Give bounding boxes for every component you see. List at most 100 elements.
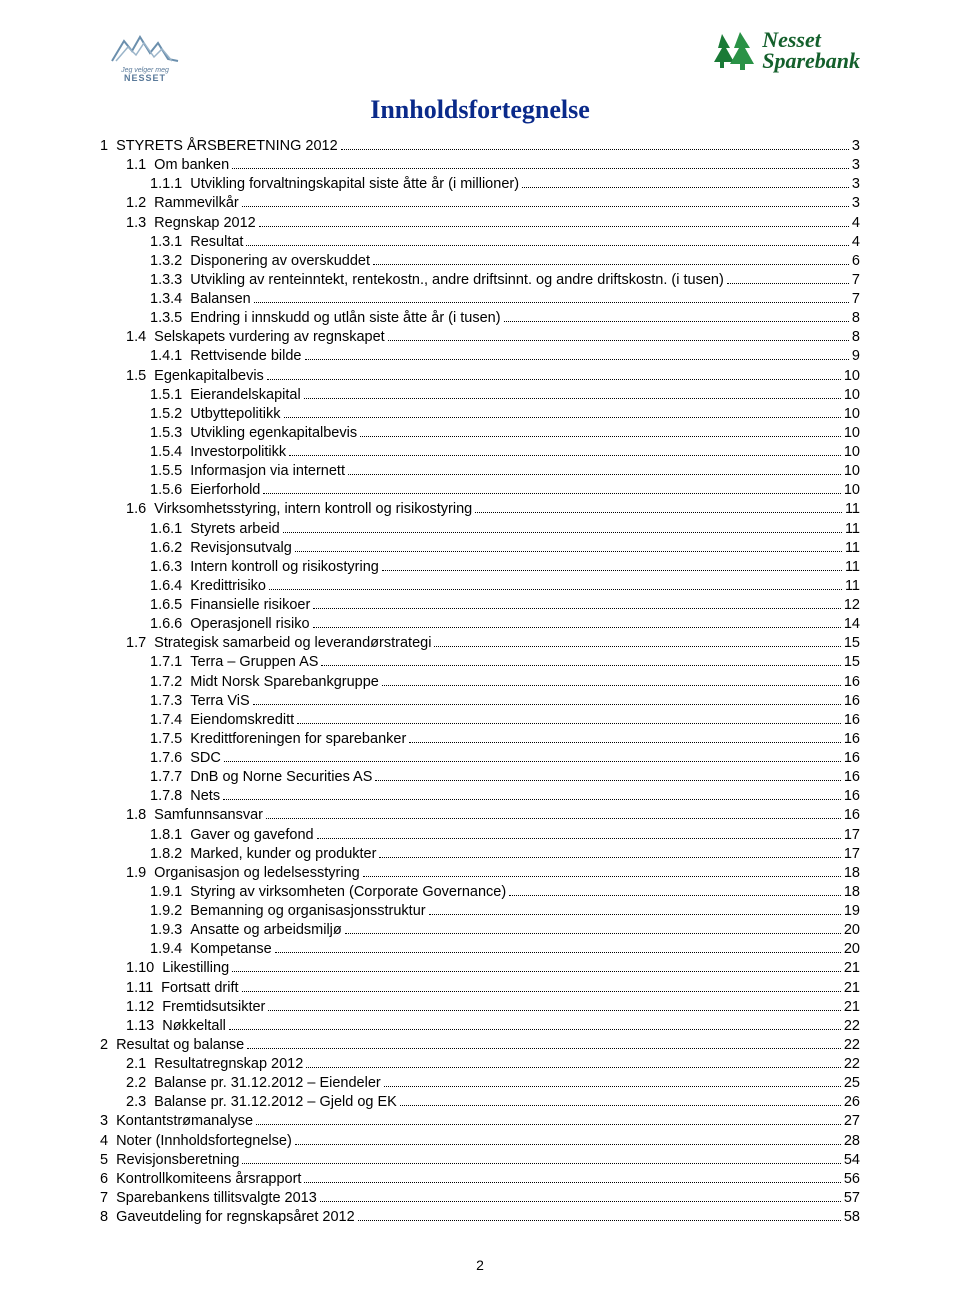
- toc-label: STYRETS ÅRSBERETNING 2012: [116, 137, 338, 156]
- toc-entry: 2Resultat og balanse 22: [100, 1036, 860, 1055]
- toc-entry: 1.4.1 Rettvisende bilde 9: [100, 347, 860, 366]
- toc-page: 10: [844, 462, 860, 481]
- toc-label: Informasjon via internett: [190, 462, 345, 481]
- toc-dots: [275, 952, 841, 953]
- toc-label: Endring i innskudd og utlån siste åtte å…: [190, 309, 500, 328]
- toc-entry: 1.9.2Bemanning og organisasjonsstruktur …: [100, 902, 860, 921]
- toc-page: 16: [844, 692, 860, 711]
- toc-entry: 1.6.1Styrets arbeid 11: [100, 520, 860, 539]
- toc-number: 7: [100, 1189, 108, 1208]
- toc-number: 3: [100, 1112, 108, 1131]
- toc-entry: 1.12Fremtidsutsikter 21: [100, 998, 860, 1017]
- toc-dots: [345, 933, 841, 934]
- toc-number: 1.1.1: [150, 175, 182, 194]
- toc-entry: 1.4Selskapets vurdering av regnskapet 8: [100, 328, 860, 347]
- toc-label: Fortsatt drift: [161, 979, 238, 998]
- toc-dots: [266, 818, 841, 819]
- toc-dots: [509, 895, 841, 896]
- toc-page: 10: [844, 386, 860, 405]
- toc-number: 1.4.1: [150, 347, 182, 366]
- toc-dots: [429, 914, 841, 915]
- toc-number: 1.7.5: [150, 730, 182, 749]
- toc-label: Ansatte og arbeidsmiljø: [190, 921, 342, 940]
- toc-page: 58: [844, 1208, 860, 1227]
- toc-page: 25: [844, 1074, 860, 1093]
- toc-label: Utvikling forvaltningskapital siste åtte…: [190, 175, 519, 194]
- toc-dots: [341, 149, 849, 150]
- toc-number: 1.9.2: [150, 902, 182, 921]
- toc-label: Terra – Gruppen AS: [190, 653, 318, 672]
- toc-number: 1.3.3: [150, 271, 182, 290]
- toc-label: Virksomhetsstyring, intern kontroll og r…: [154, 500, 472, 519]
- toc-label: Utvikling av renteinntekt, rentekostn., …: [190, 271, 724, 290]
- toc-entry: 1.5.3Utvikling egenkapitalbevis 10: [100, 424, 860, 443]
- toc-label: Gaveutdeling for regnskapsåret 2012: [116, 1208, 355, 1227]
- toc-label: Revisjonsberetning: [116, 1151, 239, 1170]
- toc-number: 1.6.4: [150, 577, 182, 596]
- toc-number: 2.1: [126, 1055, 146, 1074]
- toc-entry: 1.1Om banken 3: [100, 156, 860, 175]
- toc-label: Kontrollkomiteens årsrapport: [116, 1170, 301, 1189]
- toc-entry: 1.8.2Marked, kunder og produkter 17: [100, 845, 860, 864]
- toc-entry: 1.9.4Kompetanse 20: [100, 940, 860, 959]
- toc-entry: 1.9Organisasjon og ledelsesstyring 18: [100, 864, 860, 883]
- toc-label: Utbyttepolitikk: [190, 405, 280, 424]
- toc-label: Selskapets vurdering av regnskapet: [154, 328, 385, 347]
- toc-page: 15: [844, 634, 860, 653]
- toc-entry: 1.6.4Kredittrisiko 11: [100, 577, 860, 596]
- toc-page: 17: [844, 845, 860, 864]
- toc-page: 16: [844, 711, 860, 730]
- toc-number: 1.13: [126, 1017, 154, 1036]
- toc-label: Balanse pr. 31.12.2012 – Gjeld og EK: [154, 1093, 397, 1112]
- toc-page: 19: [844, 902, 860, 921]
- toc-label: Revisjonsutvalg: [190, 539, 292, 558]
- toc-label: Bemanning og organisasjonsstruktur: [190, 902, 425, 921]
- toc-dots: [504, 321, 849, 322]
- toc-page: 22: [844, 1017, 860, 1036]
- toc-page: 3: [852, 137, 860, 156]
- toc-label: Nets: [190, 787, 220, 806]
- toc-page: 11: [845, 500, 860, 519]
- toc-number: 1.5.5: [150, 462, 182, 481]
- toc-entry: 1.6Virksomhetsstyring, intern kontroll o…: [100, 500, 860, 519]
- toc-page: 57: [844, 1189, 860, 1208]
- table-of-contents: 1STYRETS ÅRSBERETNING 2012 31.1Om banken…: [100, 137, 860, 1227]
- toc-label: DnB og Norne Securities AS: [190, 768, 372, 787]
- toc-page: 10: [844, 367, 860, 386]
- toc-entry: 2.3Balanse pr. 31.12.2012 – Gjeld og EK …: [100, 1093, 860, 1112]
- toc-page: 16: [844, 730, 860, 749]
- toc-entry: 1.11Fortsatt drift 21: [100, 979, 860, 998]
- toc-dots: [297, 723, 841, 724]
- toc-page: 7: [852, 290, 860, 309]
- document-page: Jeg velger meg NESSET Nesset Sparebank I…: [0, 0, 960, 1313]
- toc-label: Rettvisende bilde: [190, 347, 301, 366]
- toc-number: 1.3.4: [150, 290, 182, 309]
- toc-page: 17: [844, 826, 860, 845]
- toc-label: Strategisk samarbeid og leverandørstrate…: [154, 634, 431, 653]
- toc-page: 21: [844, 998, 860, 1017]
- toc-entry: 1.5.1Eierandelskapital 10: [100, 386, 860, 405]
- toc-number: 2.2: [126, 1074, 146, 1093]
- toc-number: 1.5.1: [150, 386, 182, 405]
- toc-entry: 1.3Regnskap 2012 4: [100, 214, 860, 233]
- toc-page: 10: [844, 424, 860, 443]
- logo-left-line2: NESSET: [124, 74, 166, 83]
- toc-label: Gaver og gavefond: [190, 826, 313, 845]
- toc-dots: [268, 1010, 840, 1011]
- toc-page: 9: [852, 347, 860, 366]
- toc-dots: [256, 1124, 841, 1125]
- toc-page: 4: [852, 233, 860, 252]
- toc-number: 1.3.1: [150, 233, 182, 252]
- toc-entry: 1.3.5Endring i innskudd og utlån siste å…: [100, 309, 860, 328]
- toc-page: 18: [844, 883, 860, 902]
- toc-number: 1.7.1: [150, 653, 182, 672]
- toc-dots: [358, 1220, 841, 1221]
- toc-label: Styrets arbeid: [190, 520, 279, 539]
- toc-entry: 1.7.7DnB og Norne Securities AS 16: [100, 768, 860, 787]
- toc-dots: [295, 551, 842, 552]
- toc-page: 10: [844, 443, 860, 462]
- toc-number: 1.11: [126, 979, 153, 998]
- toc-number: 5: [100, 1151, 108, 1170]
- toc-dots: [263, 493, 840, 494]
- toc-entry: 1.6.6Operasjonell risiko 14: [100, 615, 860, 634]
